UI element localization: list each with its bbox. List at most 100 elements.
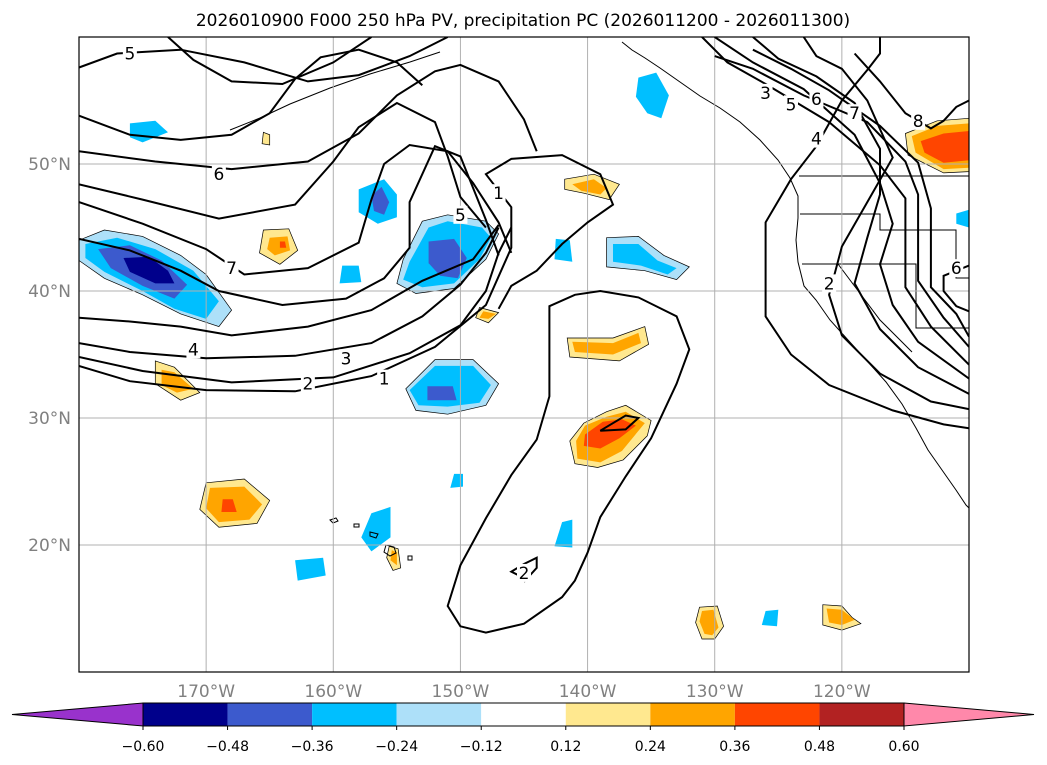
x-tick-label-5: 120°W — [813, 682, 871, 702]
colorbar-label-6: 0.24 — [635, 739, 666, 755]
chart-title: 2026010900 F000 250 hPa PV, precipitatio… — [196, 11, 850, 31]
x-tick-label-3: 140°W — [559, 682, 617, 702]
contour-label-bg — [377, 369, 392, 388]
precip-region-29 — [221, 499, 237, 512]
pv-contour-5-18 — [701, 37, 969, 366]
pv-contour-layer — [79, 37, 969, 634]
contour-label-11: 6 — [811, 90, 822, 110]
colorbar-label-7: 0.36 — [719, 739, 750, 755]
precip-region-46 — [826, 608, 855, 625]
contour-label-bg — [224, 259, 239, 278]
colorbar-segment-0 — [143, 703, 228, 726]
pv-contour-2-15 — [802, 37, 969, 411]
pv-contour-1-11 — [446, 289, 691, 634]
contour-label-17: 2 — [519, 564, 530, 584]
precip-region-21 — [450, 473, 463, 488]
contour-label-bg — [847, 104, 862, 123]
pv-contour-3-16 — [752, 37, 969, 395]
precip-region-33 — [572, 179, 607, 195]
colorbar-segment-3 — [396, 703, 482, 726]
x-tick-label-0: 170°W — [177, 682, 235, 702]
pv-contour-1-13 — [599, 414, 641, 432]
y-tick-label-2: 40°N — [28, 282, 71, 302]
pv-contour-4-17 — [714, 37, 969, 380]
contour-label-2: 7 — [226, 259, 237, 279]
x-tick-labels: 170°W 160°W 150°W 140°W 130°W 120°W — [177, 682, 871, 702]
colorbar-segment-6 — [650, 703, 735, 726]
colorbar-label-8: 0.48 — [804, 739, 835, 755]
y-tick-label-3: 50°N — [28, 155, 71, 175]
contour-label-bg — [211, 165, 226, 184]
contour-label-8: 1 — [493, 184, 504, 204]
contour-label-bg — [339, 349, 353, 368]
pv-contour-2-12 — [509, 556, 538, 583]
contour-label-6: 1 — [379, 370, 390, 390]
contour-label-bg — [822, 274, 837, 293]
precip-region-20 — [554, 519, 573, 548]
contour-label-10: 5 — [786, 95, 797, 115]
precip-region-49 — [920, 131, 969, 163]
pv-contour-2-9 — [79, 227, 513, 384]
contour-label-12: 4 — [811, 130, 822, 150]
pv-contour-1-14 — [764, 37, 969, 430]
colorbar-extend-low — [11, 702, 144, 727]
precip-region-38 — [583, 419, 636, 449]
precipitation-anomaly-layer — [79, 72, 969, 640]
x-tick-label-1: 160°W — [304, 682, 362, 702]
colorbar-label-2: −0.36 — [291, 739, 334, 755]
contour-label-16: 6 — [951, 259, 962, 279]
colorbar-segment-1 — [227, 703, 313, 726]
colorbar-label-4: −0.12 — [460, 739, 503, 755]
map-frame — [78, 36, 970, 673]
y-tick-label-0: 20°N — [28, 536, 71, 556]
precip-region-12 — [427, 386, 457, 401]
contour-label-bg — [517, 563, 531, 582]
precip-region-44 — [699, 609, 719, 636]
pv-contour-8-21 — [853, 52, 969, 130]
contour-label-bg — [809, 129, 824, 148]
contour-label-bg — [911, 111, 926, 130]
contour-label-9: 3 — [760, 84, 771, 104]
hawaii-islands — [329, 517, 413, 561]
contour-label-bg — [300, 374, 315, 393]
colorbar-extend-high — [903, 702, 1035, 727]
pv-contour-6-19 — [714, 55, 969, 348]
precip-region-3 — [123, 256, 175, 284]
y-tick-labels: 20°N 30°N 40°N 50°N — [28, 155, 71, 556]
precip-region-5 — [371, 186, 390, 215]
precip-region-40 — [479, 311, 496, 319]
contour-label-15: 2 — [824, 274, 835, 294]
coastline-north-america — [621, 41, 969, 509]
pv-contour-6-2 — [79, 48, 423, 141]
colorbar-segment-7 — [734, 703, 820, 726]
contour-label-bg — [809, 90, 824, 109]
contour-label-3: 4 — [188, 340, 199, 360]
pv-contour-7-20 — [752, 48, 969, 338]
contour-label-7: 5 — [455, 206, 466, 226]
pv-contour-4-4 — [79, 101, 487, 229]
state-border-4 — [837, 263, 913, 353]
contour-label-bg — [491, 184, 506, 203]
precip-region-19 — [295, 557, 326, 581]
precip-region-25 — [267, 236, 291, 256]
precip-region-26 — [279, 241, 287, 248]
precip-region-50 — [261, 131, 271, 146]
precip-region-18 — [361, 506, 391, 552]
contour-label-bg — [949, 259, 964, 278]
precip-region-9 — [339, 265, 362, 284]
colorbar-segment-8 — [819, 703, 904, 726]
contour-label-bg — [453, 205, 468, 224]
colorbar-label-9: 0.60 — [888, 739, 919, 755]
pv-contour-5-0 — [79, 37, 449, 83]
contour-label-13: 7 — [849, 104, 860, 124]
contour-label-0: 5 — [124, 45, 135, 65]
precip-region-15 — [613, 244, 677, 275]
colorbar-frame — [142, 702, 905, 727]
precip-region-17 — [129, 120, 168, 143]
precip-region-13 — [554, 238, 573, 262]
precip-region-22 — [761, 609, 779, 627]
colorbar: −0.60 −0.48 −0.36 −0.24 −0.12 0.12 0.24 0.36 0.4… — [11, 702, 1035, 755]
contour-label-5: 2 — [302, 375, 313, 395]
